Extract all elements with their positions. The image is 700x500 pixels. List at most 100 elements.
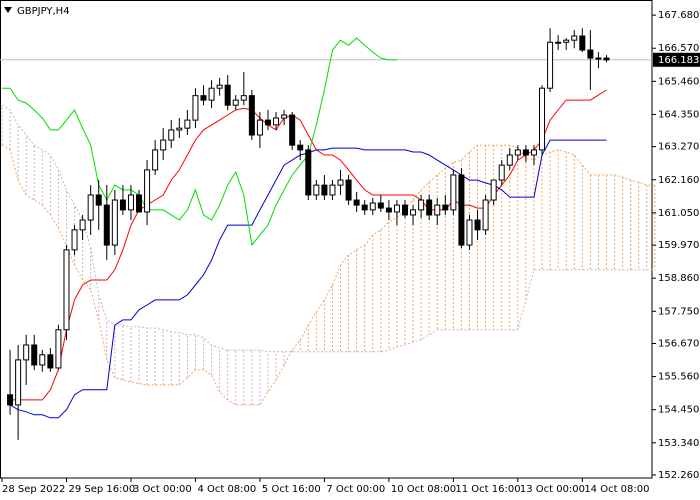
- indicator-line: [10, 89, 607, 401]
- x-tick-label: 7 Oct 00:00: [326, 484, 385, 495]
- candle-body: [522, 149, 529, 156]
- candle-body: [23, 344, 30, 361]
- candle-body: [152, 149, 159, 171]
- candle-body: [587, 49, 594, 59]
- y-tick-label: 163.270: [658, 142, 699, 153]
- candle-body: [313, 184, 320, 196]
- candle-body: [442, 204, 449, 211]
- x-tick-label: 3 Oct 00:00: [133, 484, 192, 495]
- candle-body: [289, 114, 296, 146]
- candle-body: [31, 344, 38, 366]
- candle-body: [47, 354, 54, 369]
- candle-body: [353, 199, 360, 206]
- candle-body: [482, 199, 489, 231]
- y-tick-label: 162.160: [658, 175, 699, 186]
- candle-body: [506, 154, 513, 166]
- candle-body: [458, 174, 465, 246]
- x-tick-label: 14 Oct 08:00: [584, 484, 649, 495]
- y-tick-label: 165.460: [658, 76, 699, 87]
- y-tick-label: 154.450: [658, 405, 699, 416]
- candle-body: [144, 169, 151, 213]
- candle-body: [579, 35, 586, 51]
- y-tick-label: 159.970: [658, 240, 699, 251]
- plot-frame: [0, 0, 653, 479]
- y-tick-label: 155.560: [658, 372, 699, 383]
- candle-body: [79, 219, 86, 231]
- candle-body: [369, 202, 376, 211]
- candle-body: [248, 95, 255, 136]
- y-tick-label: 166.570: [658, 43, 699, 54]
- x-tick-label: 5 Oct 16:00: [262, 484, 321, 495]
- candle-body: [71, 229, 78, 251]
- candle-body: [208, 87, 215, 101]
- candle-body: [410, 209, 417, 216]
- candle-body: [103, 204, 110, 246]
- candle-body: [127, 194, 134, 211]
- candle-body: [216, 84, 223, 89]
- candle-body: [87, 194, 94, 221]
- candle-body: [240, 95, 247, 101]
- candle-body: [160, 139, 167, 151]
- candle-body: [119, 199, 126, 211]
- candle-body: [563, 39, 570, 43]
- y-tick-label: 161.050: [658, 208, 699, 219]
- candle-body: [474, 219, 481, 231]
- candle-body: [345, 179, 352, 201]
- candle-body: [192, 95, 199, 121]
- candle-body: [111, 199, 118, 246]
- candle-body: [273, 117, 280, 126]
- candle-body: [281, 114, 288, 119]
- y-tick-label: 167.680: [658, 10, 699, 21]
- y-tick-label: 153.340: [658, 438, 699, 449]
- candle-body: [385, 207, 392, 213]
- candle-body: [547, 41, 554, 89]
- y-tick-label: 164.350: [658, 109, 699, 120]
- candle-body: [426, 199, 433, 216]
- x-tick-label: 13 Oct 00:00: [520, 484, 585, 495]
- candle-body: [200, 95, 207, 101]
- candle-body: [402, 204, 408, 216]
- candle-body: [7, 394, 14, 406]
- candle-body: [176, 127, 183, 131]
- last-price-label: 166.183: [658, 55, 699, 66]
- candle-body: [603, 57, 610, 61]
- candle-body: [55, 329, 62, 369]
- candle-body: [418, 199, 425, 211]
- candle-body: [337, 179, 344, 186]
- candle-body: [224, 84, 231, 106]
- candle-body: [539, 87, 546, 151]
- candle-body: [184, 119, 191, 129]
- x-tick-label: 11 Oct 16:00: [455, 484, 520, 495]
- candle-body: [256, 119, 263, 136]
- candle-body: [490, 179, 497, 201]
- candle-body: [498, 164, 505, 181]
- x-tick-label: 10 Oct 08:00: [391, 484, 456, 495]
- candle-body: [297, 144, 304, 151]
- y-tick-label: 152.260: [658, 470, 699, 481]
- candle-body: [63, 249, 70, 331]
- indicator-line: [2, 37, 397, 247]
- candle-body: [595, 57, 602, 60]
- last-price-box: [653, 52, 700, 67]
- candle-body: [168, 129, 175, 141]
- candle-body: [136, 194, 143, 213]
- span-a-line: [1, 144, 655, 406]
- candle-body: [514, 149, 521, 156]
- x-tick-label: 28 Sep 2022: [2, 484, 65, 495]
- x-tick-label: 29 Sep 16:00: [68, 484, 135, 495]
- candle-body: [450, 174, 457, 211]
- candle-body: [232, 99, 239, 106]
- candle-body: [305, 149, 312, 196]
- candle-body: [95, 194, 102, 206]
- candle-body: [530, 149, 537, 156]
- candle-body: [434, 204, 441, 216]
- candle-body: [15, 359, 22, 406]
- candle-body: [264, 119, 271, 126]
- candle-body: [377, 202, 384, 209]
- candle-body: [393, 204, 400, 213]
- y-tick-label: 158.860: [658, 273, 699, 284]
- candle-body: [571, 35, 578, 41]
- menu-arrow[interactable]: [4, 7, 12, 13]
